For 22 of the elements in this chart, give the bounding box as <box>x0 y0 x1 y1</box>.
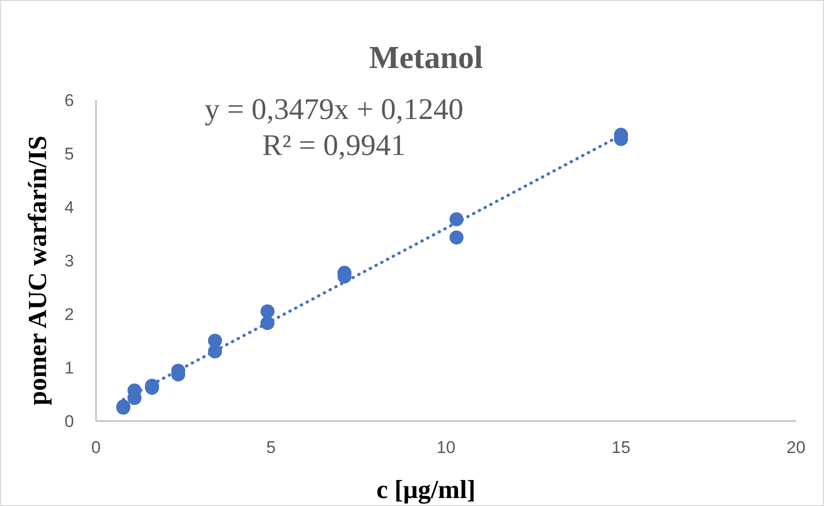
annotation: R² = 0,9941 <box>262 129 406 162</box>
x-tick-label: 15 <box>612 438 630 457</box>
point <box>260 304 274 318</box>
y-tick-label: 5 <box>64 144 74 164</box>
y-tick-label: 2 <box>64 304 74 324</box>
chart-title: Metanol <box>369 39 483 75</box>
point <box>260 316 274 330</box>
y-axis-title: pomer AUC warfarín/IS <box>23 136 52 406</box>
x-tick-label: 10 <box>436 438 456 457</box>
x-tick-label: 20 <box>786 438 806 457</box>
x-tick-label: 5 <box>266 438 276 457</box>
x-axis-title: c [μg/ml] <box>376 475 476 504</box>
y-tick-label: 6 <box>64 90 74 110</box>
y-tick-label: 1 <box>64 358 74 378</box>
x-tick-label: 0 <box>91 438 101 457</box>
annotation: y = 0,3479x + 0,1240 <box>204 93 464 126</box>
y-tick-label: 0 <box>64 412 74 431</box>
y-tick-label: 4 <box>64 198 74 217</box>
y-tick-label: 3 <box>64 251 74 270</box>
point <box>450 230 464 244</box>
point <box>450 212 464 226</box>
point <box>208 344 222 358</box>
